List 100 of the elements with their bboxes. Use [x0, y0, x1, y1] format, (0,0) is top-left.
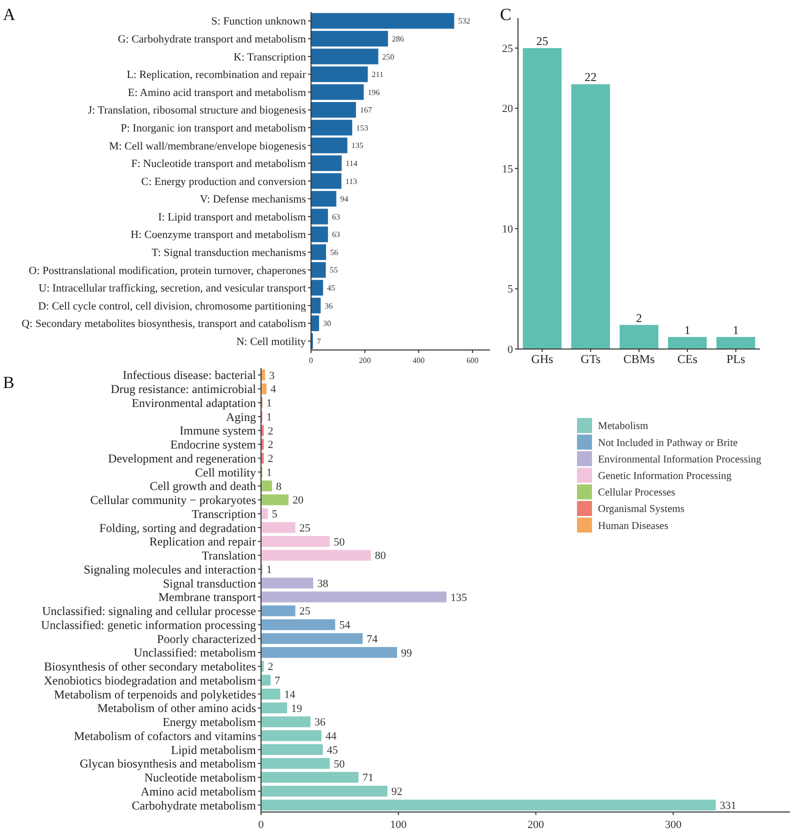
bar: [261, 578, 314, 588]
y-tick-label: Lipid metabolism: [171, 742, 257, 757]
y-tick-label: F: Nucleotide transport and metabolism: [131, 158, 306, 170]
data-label: 211: [372, 70, 384, 80]
y-tick-label: K: Transcription: [234, 51, 306, 64]
data-label: 1: [266, 398, 272, 410]
y-tick-label: O: Posttranslational modification, protein turnover, chaperones: [28, 264, 306, 277]
y-tick-label: 5: [508, 284, 514, 296]
bar: [261, 536, 330, 547]
data-label: 38: [317, 578, 329, 590]
y-tick-label: C: Energy production and conversion: [141, 176, 306, 188]
y-tick-label: J: Translation, ribosomal structure and biogenesis: [88, 104, 306, 117]
y-tick-label: Aging: [226, 410, 256, 424]
data-label: 1: [266, 564, 272, 576]
y-tick-label: Membrane transport: [158, 590, 257, 604]
bar: [522, 48, 562, 349]
bar: [311, 102, 356, 118]
legend-label: Cellular Processes: [598, 488, 676, 499]
data-label: 113: [345, 176, 358, 186]
y-tick-label: E: Amino acid transport and metabolism: [128, 86, 306, 99]
bar: [261, 772, 359, 783]
data-label: 2: [268, 425, 274, 438]
data-label: 44: [325, 730, 337, 743]
y-tick-label: Signal transduction: [163, 576, 256, 590]
bar: [261, 619, 336, 630]
bar: [261, 688, 280, 700]
y-tick-label: G: Carbohydrate transport and metabolism: [118, 34, 306, 46]
bar: [261, 744, 323, 755]
bar: [261, 647, 398, 658]
y-tick-label: T: Signal transduction mechanisms: [152, 247, 306, 260]
y-tick-label: Transcription: [192, 506, 256, 521]
y-tick-label: Energy metabolism: [162, 715, 257, 730]
y-tick-label: 15: [502, 163, 514, 176]
x-tick-label: CEs: [677, 352, 698, 366]
y-tick-label: S: Function unknown: [211, 16, 306, 28]
x-tick-label: 0: [309, 356, 313, 365]
y-tick-label: Q: Secondary metabolites biosynthesis, transport and catabolism: [22, 318, 306, 330]
data-label: 36: [324, 301, 333, 310]
bar: [261, 605, 296, 616]
data-label: 4: [270, 384, 276, 396]
bar: [311, 298, 321, 314]
data-label: 286: [392, 34, 404, 44]
data-label: 50: [334, 758, 346, 770]
x-tick-label: GTs: [580, 352, 601, 366]
legend-label: Not Included in Pathway or Brite: [598, 438, 738, 449]
data-label: 135: [450, 592, 468, 604]
bar: [311, 48, 378, 64]
data-label: 94: [340, 194, 348, 204]
data-label: 1: [684, 322, 690, 337]
bar: [261, 674, 271, 686]
bar: [261, 508, 268, 520]
bar: [311, 262, 326, 278]
data-label: 331: [720, 800, 736, 812]
y-tick-label: Unclassified: genetic information processing: [41, 618, 256, 632]
data-label: 2: [268, 439, 274, 452]
data-label: 7: [316, 336, 321, 346]
y-tick-label: D: Cell cycle control, cell division, chromosome partitioning: [38, 300, 306, 312]
y-tick-label: Environmental adaptation: [132, 396, 256, 410]
data-label: 153: [356, 123, 368, 132]
bar: [311, 244, 326, 260]
y-tick-label: Glycan biosynthesis and metabolism: [80, 756, 257, 771]
bar: [311, 66, 368, 82]
data-label: 2: [636, 310, 642, 325]
y-tick-label: N: Cell motility: [236, 336, 306, 348]
bar: [261, 494, 288, 506]
data-label: 19: [291, 702, 303, 715]
bar: [311, 120, 352, 136]
bar: [311, 173, 342, 189]
legend-label: Organismal Systems: [598, 504, 684, 516]
x-tick-label: 200: [528, 819, 545, 831]
bar: [261, 716, 310, 728]
bar: [261, 702, 288, 714]
bar: [261, 730, 322, 742]
x-tick-label: 100: [390, 819, 408, 831]
x-tick-label: 400: [412, 356, 425, 365]
data-label: 2: [268, 661, 274, 674]
bar: [261, 480, 272, 492]
data-label: 50: [334, 536, 346, 548]
data-label: 45: [326, 744, 338, 756]
data-label: 167: [360, 106, 372, 115]
data-label: 92: [391, 786, 402, 798]
y-tick-label: I: Lipid transport and metabolism: [158, 211, 306, 224]
y-tick-label: P: Inorganic ion transport and metabolism: [120, 122, 306, 134]
y-tick-label: Development and regeneration: [108, 451, 256, 466]
y-tick-label: L: Replication, recombination and repair: [126, 69, 306, 82]
x-tick-label: PLs: [726, 352, 746, 366]
bar: [261, 800, 716, 810]
y-tick-label: Amino acid metabolism: [140, 784, 257, 798]
data-label: 2: [268, 453, 274, 466]
legend-label: Metabolism: [598, 421, 648, 432]
y-tick-label: Nucleotide metabolism: [144, 770, 257, 785]
data-label: 196: [368, 88, 380, 97]
data-label: 14: [284, 688, 296, 701]
y-tick-label: Unclassified: signaling and cellular processe: [42, 604, 256, 618]
data-label: 54: [339, 620, 351, 632]
legend-label: Human Diseases: [598, 520, 668, 532]
data-label: 63: [332, 212, 340, 222]
data-label: 3: [269, 370, 276, 382]
data-label: 7: [274, 675, 281, 688]
x-tick-label: 0: [258, 819, 264, 831]
